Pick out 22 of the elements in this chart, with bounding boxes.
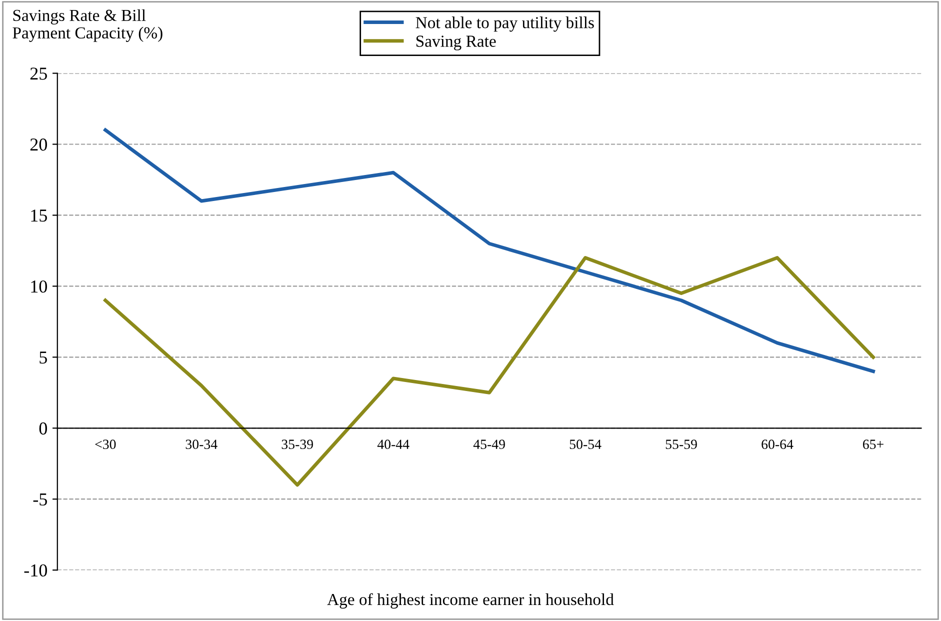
x-tick-label: 55-59 — [666, 440, 697, 450]
y-tick-label: 0 — [39, 422, 47, 435]
x-tick-label: <30 — [95, 440, 116, 450]
y-tick-label: 15 — [31, 210, 47, 222]
x-tick-label: 35-39 — [282, 440, 313, 450]
y-tick-label: -5 — [33, 494, 47, 506]
y-tick-label: -10 — [24, 564, 47, 577]
x-tick-label: 65+ — [862, 440, 884, 450]
line-series — [104, 128, 875, 374]
legend-label: Saving Rate — [416, 36, 496, 50]
y-tick-label: 10 — [31, 280, 47, 293]
x-tick-label: 45-49 — [473, 440, 505, 450]
x-axis-title: Age of highest income earner in household — [327, 593, 614, 609]
x-tick-label: 40-44 — [377, 440, 410, 450]
x-tick-label: 50-54 — [570, 440, 602, 450]
x-tick-label: 60-64 — [762, 440, 794, 450]
y-tick-label: 25 — [30, 68, 47, 80]
y-tick-label: 20 — [30, 138, 47, 151]
x-tick-label: 30-34 — [186, 440, 218, 450]
y-tick-label: 5 — [40, 352, 47, 364]
y-axis-title: Savings Rate & Bill Payment Capacity (%) — [12, 9, 162, 42]
legend-label: Not able to pay utility bills — [416, 16, 594, 32]
